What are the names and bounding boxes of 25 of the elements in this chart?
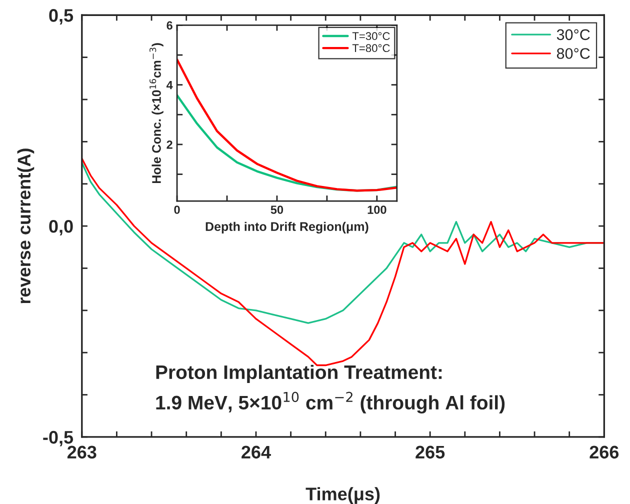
line-series (82, 158, 604, 366)
line-series (177, 94, 397, 192)
line-series (177, 58, 397, 192)
x-tick-label: 264 (242, 446, 271, 459)
x-tick-label: 0 (174, 206, 180, 214)
y-tick-label: 4 (166, 80, 173, 90)
x-axis-title: Time(μs) (306, 487, 380, 504)
x-tick-label: 265 (416, 446, 445, 459)
y-tick-label: 0,0 (49, 220, 73, 236)
legend-label: T=80°C (352, 44, 390, 52)
y-tick-label: 0,5 (49, 9, 74, 24)
legend-label: 30°C (556, 29, 590, 40)
annotation: Proton Implantation Treatment: 1.9 MeV, 5×10$^{10}$ cm$^{−2}$ (through Al foil) (156, 364, 505, 414)
y-tick-label: -0,5 (43, 430, 74, 446)
x-axis-title: Depth into Drift Region(μm) (206, 222, 368, 234)
x-tick-label: 263 (67, 446, 96, 459)
legend-label: T=30°C (352, 32, 390, 40)
x-tick-label: 266 (590, 446, 619, 459)
y-tick-label: 6 (166, 21, 172, 30)
x-tick-label: 50 (270, 206, 284, 214)
y-axis-title: reverse current(A) (17, 148, 34, 304)
y-tick-label: 2 (166, 140, 172, 149)
x-tick-label: 100 (368, 206, 386, 214)
legend-label: 80°C (556, 48, 590, 59)
y-axis-title: Hole Conc. (×10$^{16}$cm$^{−3}$) (150, 43, 164, 183)
